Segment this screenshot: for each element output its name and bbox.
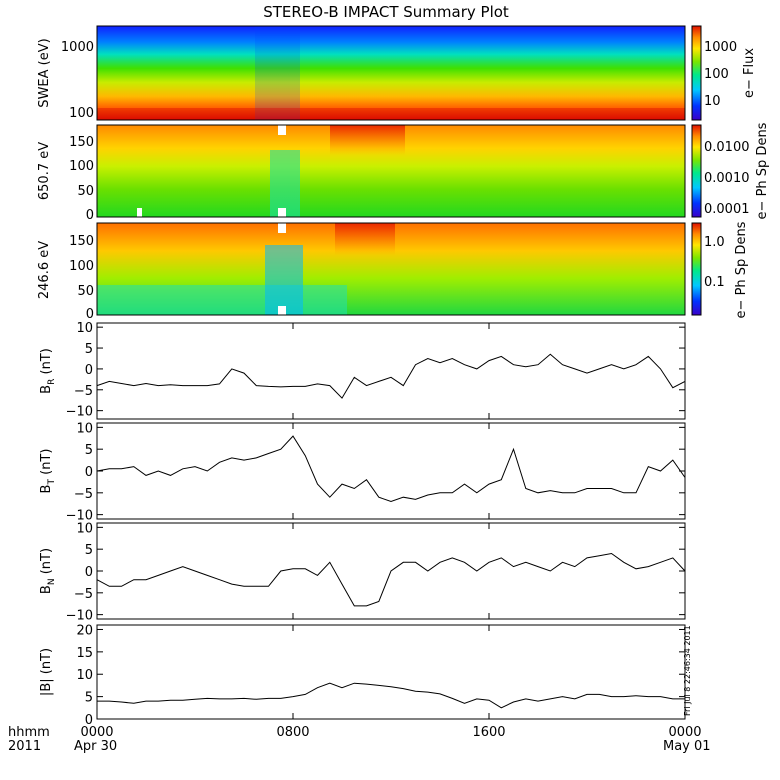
pad650-colorbar (691, 124, 702, 218)
bmag-ytick-label: 5 (85, 691, 93, 706)
bt-ytick-label: 0 (85, 465, 93, 480)
xtick-label: 0000 (668, 725, 701, 740)
pad246-data-gap (278, 306, 286, 315)
pad650-panel: 150 100 50 0 650.7 eV 0.0100 0.0010 0.00… (37, 122, 770, 223)
pad246-data-gap (278, 223, 286, 233)
pad650-ylabel: 650.7 eV (37, 142, 52, 200)
pad650-cbar-tick: 0.0100 (704, 140, 750, 155)
swea-cbar-tick: 100 (704, 67, 729, 82)
bt-panel: 10 5 0 −5 −10 BT (nT) (39, 421, 686, 524)
pad650-hot-band (330, 125, 405, 155)
pad246-ytick: 150 (69, 234, 94, 249)
xtick-label: 0000 (80, 725, 113, 740)
pad650-cbar-tick: 0.0010 (704, 171, 750, 186)
swea-panel: 1000 100 SWEA (eV) 1000 100 10 e− Flux (37, 25, 757, 121)
magnetic-field-panels: 10 5 0 −5 −10 BR (nT) 10 5 0 −5 −10 BT (nT) 10 5 0 −5 −1… (39, 321, 686, 728)
pad246-cbar-tick: 0.1 (704, 275, 725, 290)
bn-ylabel: BN (nT) (39, 548, 57, 594)
pad650-ytick: 50 (77, 184, 94, 199)
pad650-data-gap (278, 125, 286, 135)
bt-ytick-label: 10 (76, 421, 93, 436)
br-frame (96, 322, 686, 420)
swea-dip-feature (255, 26, 300, 120)
bn-series-line (96, 552, 686, 607)
pad246-cbar-label: e− Ph Sp Dens (734, 221, 749, 318)
bmag-ytick-label: 20 (76, 623, 93, 638)
bt-ytick-label: −10 (66, 509, 93, 524)
plot-timestamp: Fri Jul 8 22:46:34 2011 (683, 625, 692, 716)
bn-ytick-label: 5 (85, 543, 93, 558)
bt-series-line (96, 435, 686, 503)
swea-ytick: 100 (69, 106, 94, 121)
pad246-ytick: 50 (77, 284, 94, 299)
br-ytick-label: 5 (85, 342, 93, 357)
swea-cbar-label: e− Flux (742, 48, 757, 98)
pad650-cbar-tick: 0.0001 (704, 202, 750, 217)
br-panel: 10 5 0 −5 −10 BR (nT) (39, 321, 686, 420)
time-axis-labels: hhmm 2011 0000 0800 1600 0000 Apr 30 May… (8, 725, 711, 754)
pad246-ylabel: 246.6 eV (37, 241, 52, 299)
pad246-cbar-tick: 1.0 (704, 235, 725, 250)
swea-spectrogram (97, 26, 685, 120)
bmag-ylabel: |B| (nT) (39, 648, 54, 696)
br-ytick-label: −10 (66, 405, 93, 420)
bmag-panel: 20 15 10 5 0 |B| (nT) (39, 623, 686, 728)
pad650-low-region (270, 150, 300, 217)
pad246-low-region (97, 285, 347, 315)
xtick-label: 1600 (472, 725, 505, 740)
swea-red-band (97, 108, 685, 120)
pad246-ytick: 100 (69, 259, 94, 274)
bt-ylabel: BT (nT) (39, 449, 57, 494)
pad650-ytick: 150 (69, 135, 94, 150)
bn-panel: 10 5 0 −5 −10 BN (nT) (39, 521, 686, 624)
bn-ytick-label: −5 (74, 587, 93, 602)
bn-ytick-label: 0 (85, 565, 93, 580)
pad650-ytick: 100 (69, 159, 94, 174)
year-label: 2011 (8, 739, 41, 754)
end-date-label: May 01 (663, 739, 711, 754)
br-ylabel: BR (nT) (39, 348, 57, 394)
br-ytick-label: 0 (85, 363, 93, 378)
bmag-frame (96, 624, 686, 720)
swea-colorbar (691, 25, 702, 121)
bn-ytick-label: 10 (76, 521, 93, 536)
pad246-colorbar (691, 222, 702, 316)
swea-ylabel: SWEA (eV) (37, 38, 52, 107)
pad650-ytick: 0 (86, 208, 94, 223)
swea-cbar-tick: 10 (704, 94, 721, 109)
pad650-data-gap (278, 208, 286, 217)
swea-cbar-tick: 1000 (704, 40, 737, 55)
start-date-label: Apr 30 (74, 739, 117, 754)
br-ytick-label: 10 (76, 321, 93, 336)
pad246-hot-band (335, 223, 395, 255)
bt-ytick-label: −5 (74, 487, 93, 502)
plot-title: STEREO-B IMPACT Summary Plot (263, 3, 509, 21)
pad246-ytick: 0 (86, 307, 94, 322)
br-series-line (96, 353, 686, 399)
swea-ytick: 1000 (61, 40, 94, 55)
br-ytick-label: −5 (74, 384, 93, 399)
bn-ytick-label: −10 (66, 609, 93, 624)
pad246-panel: 150 100 50 0 246.6 eV 1.0 0.1 e− Ph Sp D… (37, 221, 749, 322)
hhmm-label: hhmm (8, 725, 50, 740)
bmag-series-line (97, 682, 685, 709)
bt-ytick-label: 5 (85, 443, 93, 458)
pad246-low-region (265, 245, 303, 315)
pad650-cbar-label: e− Ph Sp Dens (755, 122, 770, 219)
pad650-data-gap (137, 208, 142, 217)
bmag-ytick-label: 15 (76, 646, 93, 661)
xtick-label: 0800 (276, 725, 309, 740)
bt-frame (96, 422, 686, 520)
bmag-ytick-label: 10 (76, 668, 93, 683)
bmag-ytick-label: 0 (85, 713, 93, 728)
